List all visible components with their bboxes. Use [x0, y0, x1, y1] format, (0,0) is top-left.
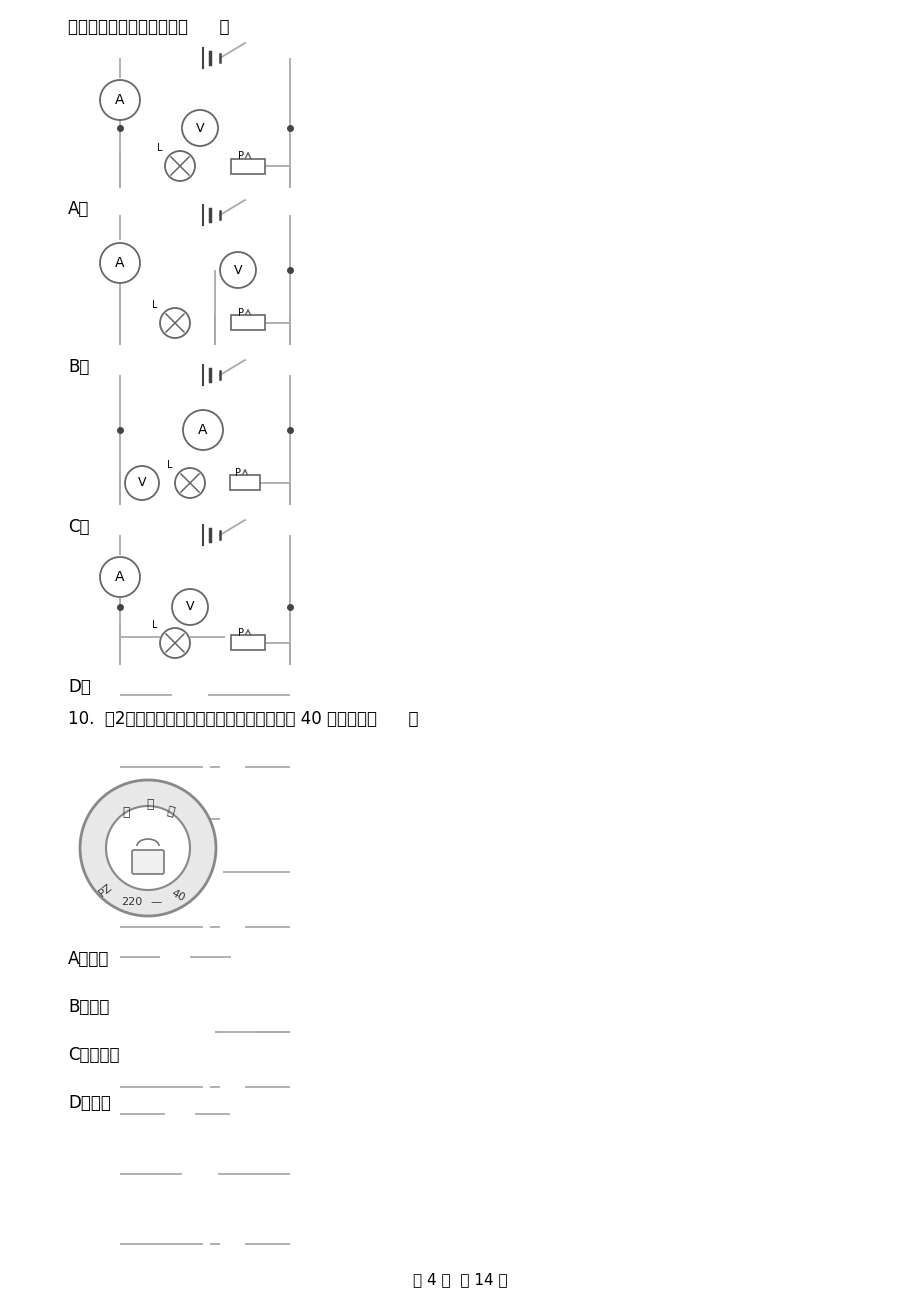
Text: V: V [196, 121, 204, 134]
Text: P: P [234, 467, 241, 478]
Circle shape [80, 780, 216, 917]
Bar [231, 635, 265, 651]
Circle shape [172, 589, 208, 625]
Circle shape [183, 410, 222, 450]
Circle shape [165, 151, 195, 181]
Text: D．电阵: D．电阵 [68, 1094, 111, 1112]
Circle shape [175, 467, 205, 497]
Text: A．: A． [68, 201, 89, 217]
Bar [230, 475, 260, 491]
Text: PZ: PZ [97, 881, 115, 898]
Text: C．: C． [68, 518, 89, 536]
Text: L: L [167, 460, 173, 470]
Circle shape [220, 253, 255, 288]
Circle shape [160, 309, 190, 339]
Text: 牌: 牌 [165, 805, 176, 819]
Text: L: L [153, 620, 158, 630]
Circle shape [100, 79, 140, 120]
Text: L: L [153, 299, 158, 310]
Bar [231, 315, 265, 331]
Text: A．电压: A．电压 [68, 950, 109, 967]
Text: P: P [238, 309, 244, 318]
Text: A: A [115, 92, 125, 107]
Text: V: V [233, 263, 242, 276]
Circle shape [182, 109, 218, 146]
Text: 40: 40 [169, 888, 187, 904]
Text: P: P [238, 628, 244, 638]
Text: A: A [198, 423, 208, 437]
Text: A: A [115, 256, 125, 270]
FancyBboxPatch shape [131, 850, 164, 874]
Text: B．电流: B．电流 [68, 999, 109, 1016]
Text: 第 4 页  共 14 页: 第 4 页 共 14 页 [413, 1272, 506, 1288]
Circle shape [125, 466, 159, 500]
Circle shape [106, 806, 190, 891]
Text: D．: D． [68, 678, 91, 697]
Text: 明: 明 [146, 798, 153, 811]
Text: B．: B． [68, 358, 89, 376]
Text: —: — [151, 897, 162, 907]
Circle shape [100, 557, 140, 598]
Text: A: A [115, 570, 125, 585]
Text: P: P [238, 151, 244, 161]
Text: 10.  （2分）普通照明灯泡的铭牌如图所示，则 40 表示的是（      ）: 10. （2分）普通照明灯泡的铭牌如图所示，则 40 表示的是（ ） [68, 710, 418, 728]
Text: 220: 220 [121, 897, 142, 907]
Circle shape [160, 628, 190, 658]
Text: 光: 光 [122, 806, 130, 819]
Text: 则能完成实验的电路图是（      ）: 则能完成实验的电路图是（ ） [68, 18, 229, 36]
Text: V: V [186, 600, 194, 613]
Text: V: V [138, 477, 146, 490]
Bar [231, 159, 265, 173]
Circle shape [100, 243, 140, 283]
Text: C．电功率: C．电功率 [68, 1046, 119, 1064]
Text: L: L [157, 143, 163, 154]
